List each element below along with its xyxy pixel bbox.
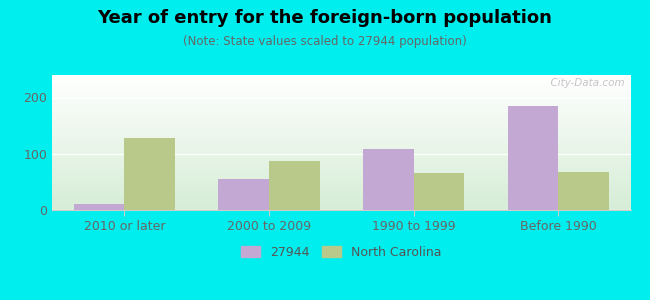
Bar: [73, 204, 124, 210]
Legend: 27944, North Carolina: 27944, North Carolina: [241, 246, 441, 259]
Bar: [558, 172, 609, 210]
Bar: [363, 149, 413, 210]
Bar: [413, 173, 464, 210]
Bar: [508, 106, 558, 210]
Text: (Note: State values scaled to 27944 population): (Note: State values scaled to 27944 popu…: [183, 34, 467, 47]
Bar: [269, 160, 320, 210]
Bar: [218, 179, 269, 210]
Bar: [124, 138, 175, 210]
Text: Year of entry for the foreign-born population: Year of entry for the foreign-born popul…: [98, 9, 552, 27]
Text: City-Data.com: City-Data.com: [544, 78, 625, 88]
